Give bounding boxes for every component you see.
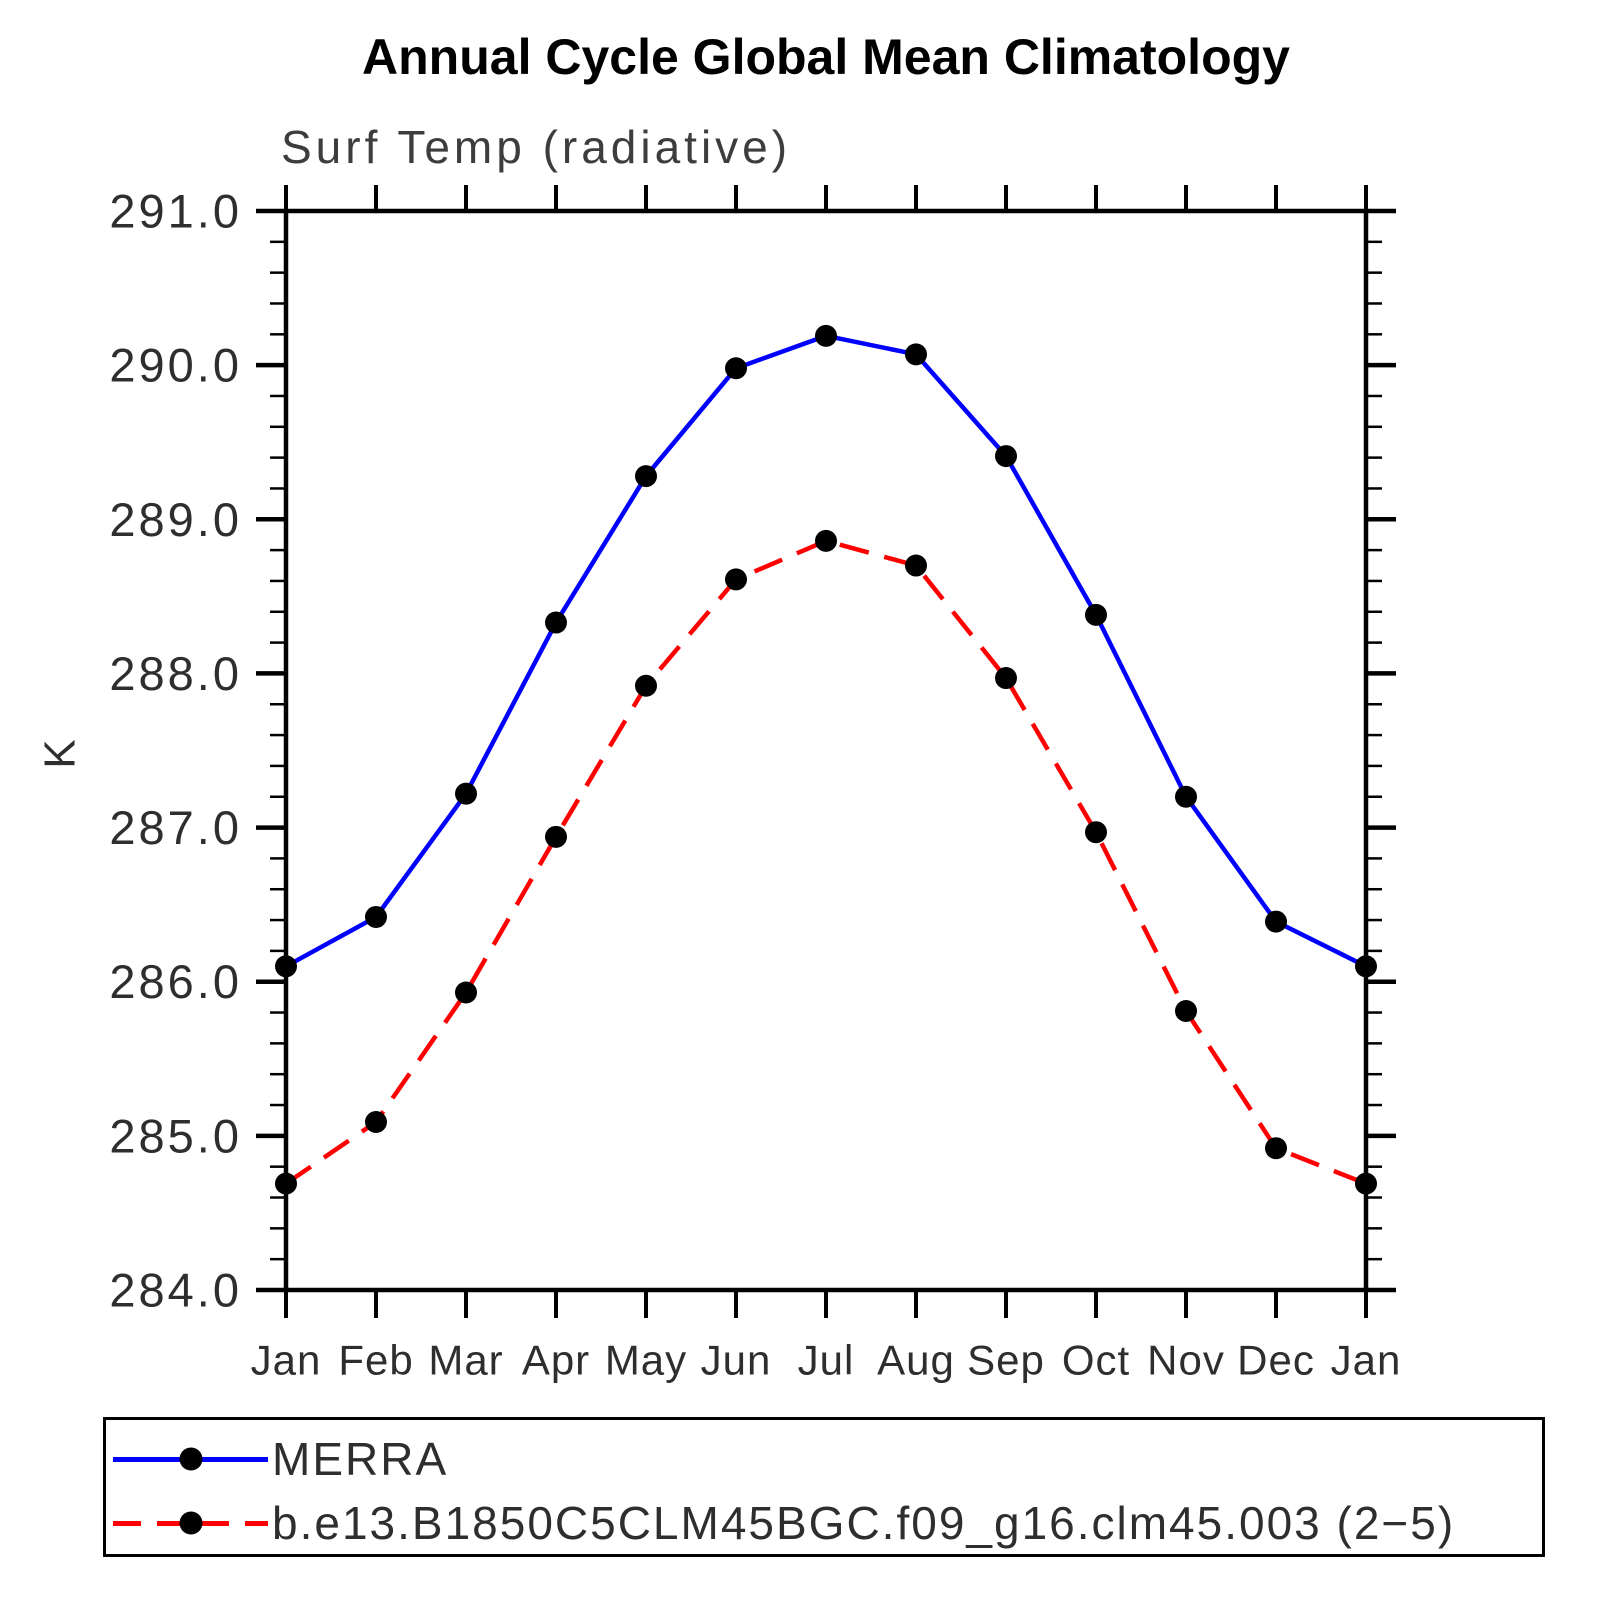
y-tick-label: 291.0 <box>109 185 242 238</box>
y-tick-label: 289.0 <box>109 493 242 546</box>
data-point-marker <box>365 1110 387 1133</box>
data-point-marker <box>995 667 1017 690</box>
data-point-marker <box>635 465 657 488</box>
legend-line-sample-solid-blue <box>113 1447 268 1471</box>
legend-marker-dot-icon <box>179 1511 202 1535</box>
plot-frame <box>283 208 1369 1293</box>
y-tick-label: 286.0 <box>109 955 242 1008</box>
x-tick-label: Apr <box>522 1337 590 1384</box>
x-tick-label: Feb <box>338 1337 413 1384</box>
data-point-marker <box>1085 603 1107 626</box>
y-tick-label: 288.0 <box>109 647 242 700</box>
x-tick-label: May <box>605 1337 687 1384</box>
data-point-marker <box>905 554 927 577</box>
data-point-marker <box>905 343 927 366</box>
data-point-marker <box>725 568 747 591</box>
legend-box: MERRA b.e13.B1850C5CLM45BGC.f09_g16.clm4… <box>103 1417 1545 1557</box>
data-point-marker <box>545 611 567 634</box>
x-tick-label: Dec <box>1237 1337 1315 1384</box>
legend-row-merra: MERRA <box>113 1436 1538 1482</box>
y-tick-label: 287.0 <box>109 801 242 854</box>
x-tick-label: Jun <box>701 1337 772 1384</box>
data-point-marker <box>995 445 1017 468</box>
chart-title: Annual Cycle Global Mean Climatology <box>362 29 1290 85</box>
data-point-marker <box>725 357 747 380</box>
data-point-marker <box>1355 1172 1377 1195</box>
x-tick-label: Aug <box>877 1337 955 1384</box>
data-point-marker <box>1175 1000 1197 1023</box>
legend-label-model: b.e13.B1850C5CLM45BGC.f09_g16.clm45.003 … <box>272 1497 1456 1549</box>
data-point-marker <box>815 324 837 347</box>
legend-label-merra: MERRA <box>272 1433 449 1485</box>
x-tick-label: Sep <box>967 1337 1045 1384</box>
data-point-marker <box>365 905 387 928</box>
data-point-marker <box>455 782 477 805</box>
x-tick-label: Oct <box>1062 1337 1130 1384</box>
data-point-marker <box>1175 785 1197 808</box>
x-tick-label: Nov <box>1147 1337 1225 1384</box>
data-point-marker <box>545 825 567 848</box>
data-point-marker <box>1265 1137 1287 1160</box>
x-tick-label: Jan <box>1331 1337 1402 1384</box>
legend-line-sample-dashed-red <box>113 1511 268 1535</box>
data-point-marker <box>815 529 837 552</box>
data-point-marker <box>1265 910 1287 933</box>
chart-subtitle: Surf Temp (radiative) <box>281 121 792 173</box>
x-tick-label: Jul <box>798 1337 855 1384</box>
legend-row-model: b.e13.B1850C5CLM45BGC.f09_g16.clm45.003 … <box>113 1500 1538 1546</box>
data-point-marker <box>275 955 297 978</box>
series-line-0 <box>284 333 1368 969</box>
y-tick-label: 284.0 <box>109 1264 242 1317</box>
y-axis-label: K <box>36 737 85 768</box>
data-point-marker <box>1085 821 1107 844</box>
data-point-marker <box>1355 955 1377 978</box>
data-point-marker <box>275 1172 297 1195</box>
data-point-marker <box>455 981 477 1004</box>
x-tick-label: Mar <box>428 1337 503 1384</box>
x-tick-label: Jan <box>251 1337 322 1384</box>
y-tick-label: 290.0 <box>109 339 242 392</box>
legend-marker-dot-icon <box>179 1447 202 1471</box>
y-tick-label: 285.0 <box>109 1109 242 1162</box>
data-point-marker <box>635 674 657 697</box>
series-line-1 <box>284 538 1367 1186</box>
